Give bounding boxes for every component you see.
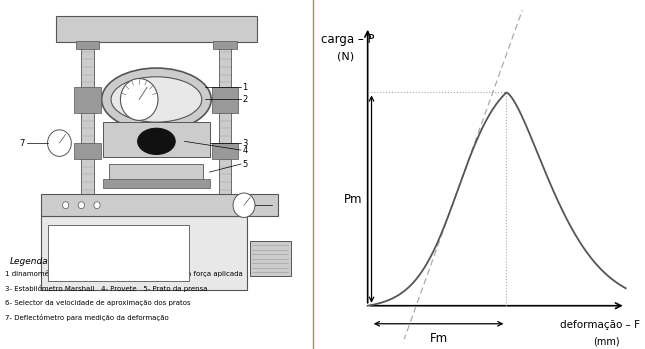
Circle shape bbox=[78, 202, 84, 209]
Bar bbox=[41, 194, 279, 216]
Text: 2: 2 bbox=[243, 95, 248, 104]
Text: 6: 6 bbox=[273, 201, 279, 210]
Circle shape bbox=[121, 79, 158, 120]
Text: Fm: Fm bbox=[430, 332, 448, 345]
Bar bbox=[48, 225, 189, 281]
Text: deformação – F: deformação – F bbox=[560, 320, 640, 331]
Text: 1: 1 bbox=[243, 83, 248, 92]
Circle shape bbox=[233, 193, 255, 217]
Text: Pm: Pm bbox=[344, 193, 362, 206]
Bar bbox=[250, 241, 291, 276]
Circle shape bbox=[94, 202, 100, 209]
Text: 4: 4 bbox=[243, 146, 248, 155]
Text: 5: 5 bbox=[243, 159, 248, 169]
Text: 1 dinamométrico   2- Deflectómetro para medição da força aplicada: 1 dinamométrico 2- Deflectómetro para me… bbox=[5, 270, 243, 277]
Text: 3: 3 bbox=[243, 139, 248, 148]
Bar bbox=[110, 164, 203, 180]
Bar bbox=[56, 16, 257, 42]
Bar bbox=[219, 24, 232, 216]
Text: 3- Estabilómetro Marshall   4- Provete   5- Prato da prensa: 3- Estabilómetro Marshall 4- Provete 5- … bbox=[5, 285, 207, 292]
Bar bbox=[103, 122, 210, 157]
Text: (N): (N) bbox=[337, 52, 354, 61]
Text: 7: 7 bbox=[19, 139, 25, 148]
Circle shape bbox=[63, 202, 69, 209]
Ellipse shape bbox=[102, 68, 211, 131]
Text: Legenda:: Legenda: bbox=[10, 257, 51, 266]
Bar bbox=[74, 143, 101, 159]
Bar bbox=[74, 87, 101, 113]
Bar bbox=[75, 41, 99, 49]
Bar bbox=[212, 143, 239, 159]
Bar bbox=[41, 216, 247, 290]
Ellipse shape bbox=[137, 128, 175, 154]
Circle shape bbox=[48, 130, 72, 156]
Bar bbox=[213, 41, 237, 49]
Text: 6- Selector da velocidade de aproximação dos pratos: 6- Selector da velocidade de aproximação… bbox=[5, 300, 190, 306]
Ellipse shape bbox=[111, 77, 202, 122]
Bar bbox=[81, 24, 94, 216]
Bar bbox=[103, 179, 210, 188]
Text: (mm): (mm) bbox=[593, 337, 620, 347]
Text: 7- Deflectómetro para medição da deformação: 7- Deflectómetro para medição da deforma… bbox=[5, 314, 168, 321]
Text: carga – P: carga – P bbox=[321, 34, 374, 46]
Bar bbox=[212, 87, 239, 113]
